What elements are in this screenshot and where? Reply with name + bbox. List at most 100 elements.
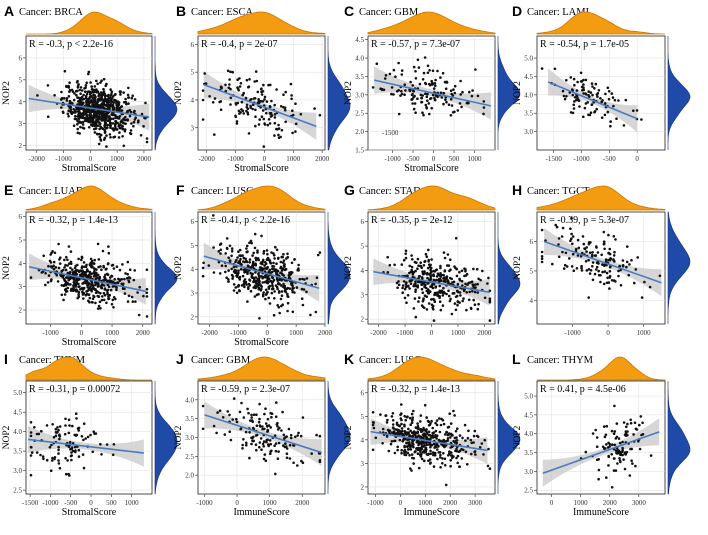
y-axis-label: NOP2: [174, 256, 184, 280]
data-point: [93, 258, 96, 262]
data-point: [85, 92, 89, 96]
data-point: [571, 235, 575, 238]
data-point: [404, 89, 407, 92]
data-point: [587, 113, 590, 117]
data-point: [236, 256, 239, 259]
data-point: [124, 100, 128, 104]
data-point: [434, 78, 437, 82]
data-point: [450, 456, 454, 460]
data-point: [561, 89, 565, 93]
data-point: [419, 435, 423, 439]
data-point: [77, 426, 81, 430]
data-point: [126, 118, 129, 121]
data-point: [263, 98, 266, 101]
data-point: [276, 421, 279, 425]
data-point: [268, 258, 271, 262]
data-point: [276, 287, 279, 291]
data-point: [239, 82, 243, 85]
data-point: [451, 434, 454, 437]
data-point: [425, 308, 429, 311]
data-point: [399, 94, 402, 97]
data-point: [289, 82, 293, 86]
data-point: [305, 277, 309, 280]
data-point: [249, 271, 252, 275]
data-point: [283, 437, 286, 440]
data-point: [286, 292, 289, 296]
data-point: [403, 449, 406, 453]
data-point: [597, 89, 601, 92]
panel-title: Cancer: LAML: [527, 7, 592, 18]
data-point: [258, 445, 261, 449]
data-point: [608, 252, 612, 256]
data-point: [570, 265, 574, 268]
data-point: [254, 115, 257, 118]
data-point: [455, 456, 458, 460]
data-point: [65, 255, 68, 259]
data-point: [291, 288, 294, 292]
data-point: [262, 252, 266, 255]
data-point: [291, 286, 294, 290]
data-point: [374, 436, 378, 440]
data-point: [36, 94, 39, 97]
data-point: [403, 296, 407, 300]
data-point: [261, 100, 265, 103]
data-point: [401, 429, 404, 433]
data-point: [417, 300, 420, 303]
data-point: [269, 452, 272, 456]
data-point: [445, 292, 448, 296]
data-point: [481, 269, 484, 273]
data-point: [396, 445, 400, 449]
data-point: [83, 108, 87, 112]
data-point: [257, 283, 261, 286]
stat-label: R = -0.39, p = 5.3e-07: [540, 215, 629, 226]
data-point: [460, 279, 464, 283]
data-point: [403, 430, 407, 433]
data-point: [79, 92, 82, 95]
data-point: [53, 251, 57, 255]
data-point: [603, 435, 607, 439]
y-axis-label: NOP2: [344, 425, 354, 449]
data-point: [392, 93, 395, 96]
data-point: [464, 450, 468, 454]
data-point: [438, 300, 442, 304]
data-point: [272, 265, 276, 268]
data-point: [603, 247, 606, 251]
data-point: [612, 279, 616, 282]
data-point: [63, 266, 66, 269]
data-point: [437, 277, 441, 281]
data-point: [275, 88, 278, 91]
y-tick-label: 3.5: [524, 110, 533, 118]
data-point: [69, 283, 72, 286]
data-point: [400, 418, 403, 422]
data-point: [419, 93, 423, 97]
data-point: [102, 87, 105, 91]
data-point: [268, 105, 272, 108]
data-point: [564, 251, 568, 255]
y-tick-label: 6: [361, 218, 365, 226]
data-point: [280, 128, 284, 132]
data-point: [426, 266, 430, 270]
y-tick-label: 6: [361, 389, 365, 397]
data-point: [582, 78, 585, 82]
data-point: [89, 285, 92, 289]
data-point: [455, 274, 459, 278]
data-point: [595, 436, 599, 439]
data-point: [449, 114, 453, 117]
data-point: [86, 116, 89, 119]
data-point: [139, 134, 143, 137]
data-point: [608, 287, 611, 290]
data-point: [562, 94, 566, 98]
regression-line: [542, 431, 660, 475]
data-point: [66, 112, 70, 116]
data-point: [291, 310, 295, 314]
data-point: [79, 125, 82, 129]
data-point: [572, 77, 576, 81]
data-point: [610, 453, 613, 456]
data-point: [297, 263, 300, 267]
data-point: [75, 417, 78, 420]
data-point: [272, 313, 276, 317]
data-point: [102, 118, 105, 122]
data-point: [265, 292, 269, 295]
data-point: [596, 92, 600, 95]
